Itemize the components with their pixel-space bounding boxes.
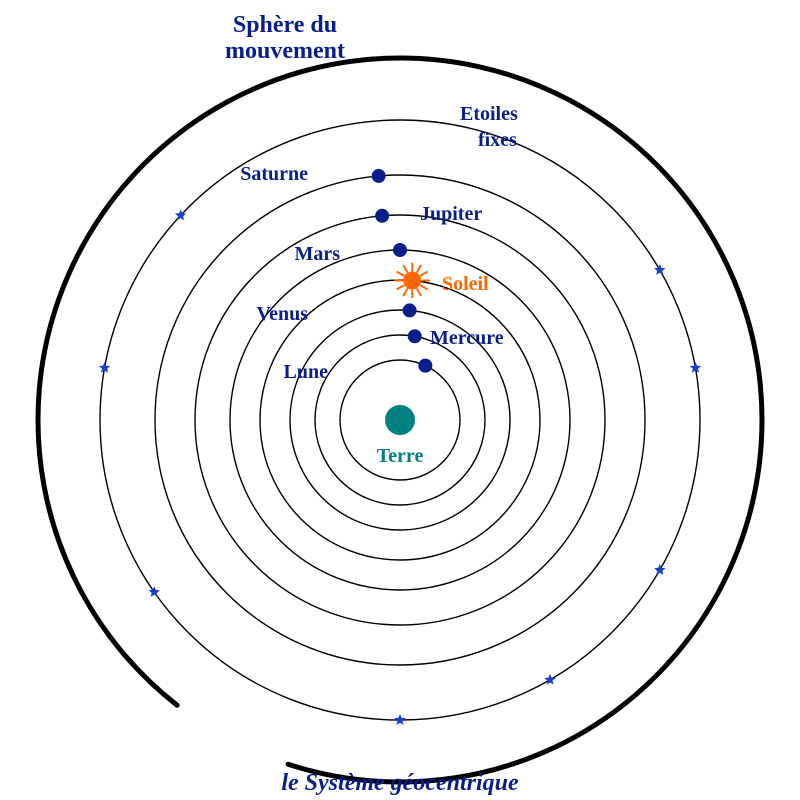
planet-dot-lune xyxy=(418,359,432,373)
label-venus: Venus xyxy=(256,303,308,325)
geocentric-diagram: Sphère dumouvement Lune Mercure Venus Soleil… xyxy=(0,0,800,800)
sun-dot xyxy=(403,272,421,290)
planet-dot-mars xyxy=(393,243,407,257)
label-etoiles-2: fixes xyxy=(478,129,517,151)
label-saturne: Saturne xyxy=(240,163,308,185)
label-soleil: Soleil xyxy=(442,273,489,295)
earth-dot xyxy=(385,405,415,435)
planet-dot-venus xyxy=(403,303,417,317)
planet-dot-saturne xyxy=(372,169,386,183)
title-line1: Sphère du xyxy=(233,12,337,38)
title-line2: mouvement xyxy=(225,38,345,64)
label-mars: Mars xyxy=(294,243,340,265)
label-jupiter: Jupiter xyxy=(420,203,482,225)
label-etoiles: Etoiles xyxy=(460,103,518,125)
planet-dot-mercure xyxy=(408,329,422,343)
label-terre: Terre xyxy=(377,445,424,467)
label-lune: Lune xyxy=(284,361,329,383)
caption: le Système géocentrique xyxy=(281,770,519,796)
planet-dot-jupiter xyxy=(375,209,389,223)
label-mercure: Mercure xyxy=(430,327,504,349)
